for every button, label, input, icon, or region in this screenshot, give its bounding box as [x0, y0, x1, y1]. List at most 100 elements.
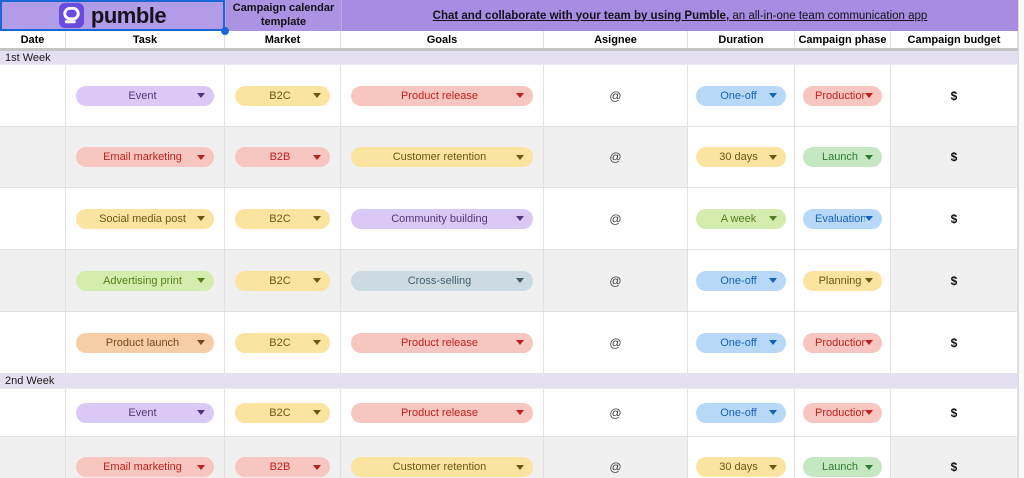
market-dropdown[interactable]: B2C [235, 402, 330, 423]
cell-selection-handle[interactable] [221, 27, 229, 35]
assignee-cell[interactable]: @ [544, 250, 688, 312]
task-cell: Event [66, 65, 225, 127]
table-row: Event B2C Product release @ One-off Productio… [0, 389, 1018, 437]
task-dropdown[interactable]: Email marketing [76, 147, 214, 167]
duration-dropdown[interactable]: One-off [696, 402, 786, 423]
goals-dropdown[interactable]: Cross-selling [351, 270, 533, 291]
duration-dropdown[interactable]: One-off [696, 270, 786, 291]
assignee-cell[interactable]: @ [544, 312, 688, 374]
goals-dropdown[interactable]: Customer retention [351, 457, 533, 477]
task-dropdown[interactable]: Email marketing [76, 457, 214, 477]
duration-dropdown[interactable]: One-off [696, 332, 786, 353]
duration-dropdown[interactable]: 30 days [696, 457, 786, 477]
phase-dropdown[interactable]: Production [803, 85, 882, 106]
phase-dropdown-label: Production [815, 406, 865, 419]
promo-banner-regular-text: an all-in-one team communication app [729, 9, 928, 22]
budget-cell[interactable]: $ [891, 65, 1018, 127]
duration-dropdown[interactable]: 30 days [696, 147, 786, 167]
budget-cell[interactable]: $ [891, 127, 1018, 188]
task-dropdown[interactable]: Advertising print [76, 270, 214, 291]
assignee-mention-placeholder: @ [609, 405, 622, 420]
chevron-down-icon [865, 216, 873, 221]
task-dropdown[interactable]: Event [76, 402, 214, 423]
duration-cell: 30 days [688, 127, 795, 188]
assignee-cell[interactable]: @ [544, 127, 688, 188]
duration-dropdown-label: 30 days [719, 151, 758, 163]
promo-banner-link[interactable]: Chat and collaborate with your team by u… [433, 10, 928, 22]
pumble-logo-cell[interactable]: pumble [0, 0, 229, 35]
table-row: Advertising print B2C Cross-selling @ One-of… [0, 250, 1018, 312]
table-row: Email marketing B2B Customer retention @30 … [0, 437, 1018, 478]
chevron-down-icon [313, 93, 321, 98]
market-dropdown[interactable]: B2C [235, 332, 330, 353]
date-cell[interactable] [0, 437, 66, 478]
phase-dropdown[interactable]: Launch [803, 147, 882, 167]
column-header-asignee: Asignee [544, 31, 688, 48]
assignee-cell[interactable]: @ [544, 188, 688, 250]
goals-dropdown[interactable]: Community building [351, 208, 533, 229]
budget-cell[interactable]: $ [891, 188, 1018, 250]
date-cell[interactable] [0, 127, 66, 188]
budget-cell[interactable]: $ [891, 250, 1018, 312]
chevron-down-icon [865, 154, 873, 160]
template-title-cell: Campaign calendar template [225, 0, 341, 31]
date-cell[interactable] [0, 250, 66, 312]
phase-dropdown[interactable]: Production [803, 332, 882, 353]
phase-dropdown[interactable]: Evaluation [803, 208, 882, 229]
goals-dropdown[interactable]: Product release [351, 332, 533, 353]
duration-dropdown[interactable]: One-off [696, 85, 786, 106]
date-cell[interactable] [0, 188, 66, 250]
duration-cell: A week [688, 188, 795, 250]
task-dropdown[interactable]: Event [76, 85, 214, 106]
assignee-cell[interactable]: @ [544, 389, 688, 437]
task-dropdown[interactable]: Product launch [76, 332, 214, 353]
market-dropdown[interactable]: B2B [235, 457, 330, 477]
duration-cell: One-off [688, 250, 795, 312]
phase-dropdown[interactable]: Production [803, 402, 882, 423]
date-cell[interactable] [0, 389, 66, 437]
goals-cell: Cross-selling [341, 250, 544, 312]
budget-placeholder: $ [950, 460, 958, 474]
market-cell: B2B [225, 437, 341, 478]
chevron-down-icon [516, 278, 524, 283]
budget-cell[interactable]: $ [891, 312, 1018, 374]
right-edge-strip[interactable] [1018, 0, 1024, 478]
duration-dropdown[interactable]: A week [696, 208, 786, 229]
assignee-mention-placeholder: @ [609, 150, 622, 164]
date-cell[interactable] [0, 65, 66, 127]
campaign-phase-cell: Production [795, 312, 891, 374]
chevron-down-icon [313, 464, 321, 470]
task-dropdown[interactable]: Social media post [76, 208, 214, 229]
chevron-down-icon [865, 410, 873, 415]
market-dropdown-label: B2C [269, 336, 291, 349]
chevron-down-icon [197, 278, 205, 283]
market-dropdown[interactable]: B2C [235, 85, 330, 106]
assignee-cell[interactable]: @ [544, 65, 688, 127]
phase-dropdown[interactable]: Planning [803, 270, 882, 291]
phase-dropdown-label: Production [815, 336, 865, 349]
market-dropdown[interactable]: B2B [235, 147, 330, 167]
assignee-cell[interactable]: @ [544, 437, 688, 478]
budget-cell[interactable]: $ [891, 389, 1018, 437]
market-dropdown[interactable]: B2C [235, 208, 330, 229]
budget-cell[interactable]: $ [891, 437, 1018, 478]
task-dropdown-label: Email marketing [103, 461, 182, 473]
goals-dropdown[interactable]: Customer retention [351, 147, 533, 167]
chevron-down-icon [769, 410, 777, 415]
duration-dropdown-label: One-off [720, 336, 757, 349]
phase-dropdown[interactable]: Launch [803, 457, 882, 477]
budget-placeholder: $ [950, 405, 958, 420]
task-cell: Email marketing [66, 437, 225, 478]
market-dropdown[interactable]: B2C [235, 270, 330, 291]
column-header-row: Date Task Market Goals Asignee Duration Campai… [0, 31, 1018, 48]
chevron-down-icon [313, 340, 321, 345]
chevron-down-icon [516, 410, 524, 415]
goals-dropdown[interactable]: Product release [351, 85, 533, 106]
goals-dropdown[interactable]: Product release [351, 402, 533, 423]
chevron-down-icon [313, 278, 321, 283]
date-cell[interactable] [0, 312, 66, 374]
duration-cell: One-off [688, 389, 795, 437]
table-row: Email marketing B2B Customer retention @30 … [0, 127, 1018, 188]
column-header-task: Task [66, 31, 225, 48]
campaign-phase-cell: Planning [795, 250, 891, 312]
